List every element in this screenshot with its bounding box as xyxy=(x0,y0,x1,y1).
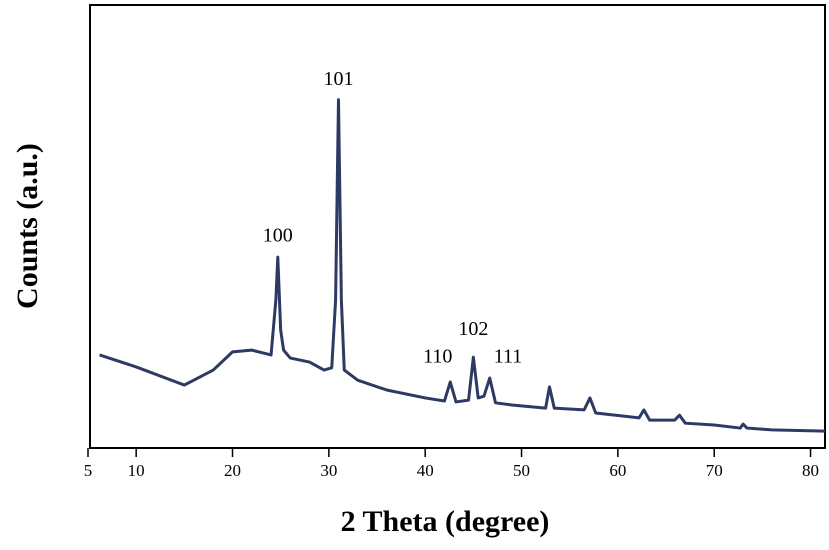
x-axis-title: 2 Theta (degree) xyxy=(341,505,550,538)
x-tick-label: 20 xyxy=(224,461,241,480)
x-tick-label: 30 xyxy=(320,461,337,480)
peak-label: 110 xyxy=(423,346,452,368)
x-tick-label: 10 xyxy=(128,461,145,480)
x-tick-label: 5 xyxy=(84,461,93,480)
peak-label: 101 xyxy=(323,68,353,90)
peak-label: 111 xyxy=(494,346,523,368)
x-tick-label: 40 xyxy=(417,461,434,480)
x-tick-label: 70 xyxy=(706,461,723,480)
x-tick-label: 80 xyxy=(802,461,819,480)
plot-frame xyxy=(89,4,826,449)
x-tick-label: 60 xyxy=(609,461,626,480)
x-tick-label: 50 xyxy=(513,461,530,480)
peak-label: 102 xyxy=(458,318,488,340)
y-axis-title: Counts (a.u.) xyxy=(11,143,44,309)
peak-label: 100 xyxy=(263,225,293,247)
data-line xyxy=(99,98,826,433)
